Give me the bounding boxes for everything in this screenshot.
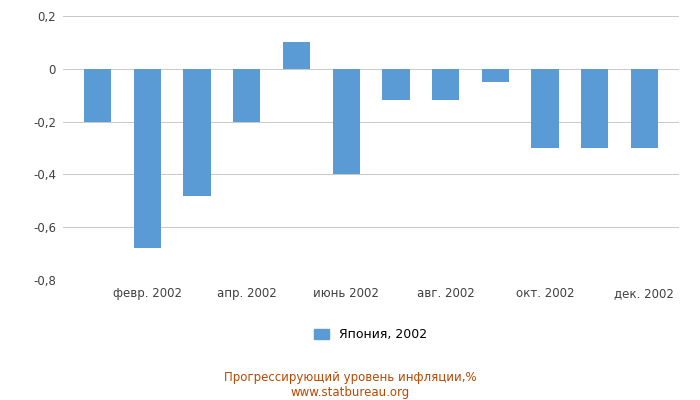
Bar (134, 69, 161, 248)
Bar (332, 69, 360, 174)
Text: www.statbureau.org: www.statbureau.org (290, 386, 410, 399)
Text: Прогрессирующий уровень инфляции,%: Прогрессирующий уровень инфляции,% (224, 372, 476, 384)
Bar (233, 69, 260, 122)
Bar (531, 69, 559, 148)
Bar (482, 69, 509, 82)
Bar (382, 69, 410, 100)
Legend: Япония, 2002: Япония, 2002 (314, 328, 428, 342)
Bar (432, 69, 459, 100)
Bar (631, 69, 658, 148)
Bar (84, 69, 111, 122)
Bar (183, 69, 211, 196)
Bar (581, 69, 608, 148)
Bar (283, 42, 310, 69)
